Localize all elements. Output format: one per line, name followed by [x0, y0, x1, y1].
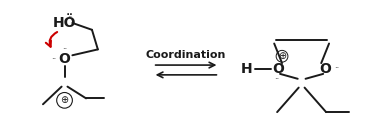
- Text: O: O: [272, 62, 284, 76]
- Text: ··: ··: [67, 14, 72, 23]
- Text: HÖ: HÖ: [53, 16, 76, 30]
- Text: ··: ··: [275, 75, 280, 84]
- Text: ··: ··: [334, 65, 340, 73]
- Text: ··: ··: [62, 45, 67, 54]
- Text: ⊕: ⊕: [278, 51, 286, 61]
- Text: O: O: [319, 62, 331, 76]
- Text: ⊕: ⊕: [61, 95, 68, 105]
- Text: ··: ··: [51, 55, 56, 64]
- Text: H: H: [241, 62, 252, 76]
- Text: Coordination: Coordination: [146, 50, 226, 60]
- Text: O: O: [59, 52, 70, 66]
